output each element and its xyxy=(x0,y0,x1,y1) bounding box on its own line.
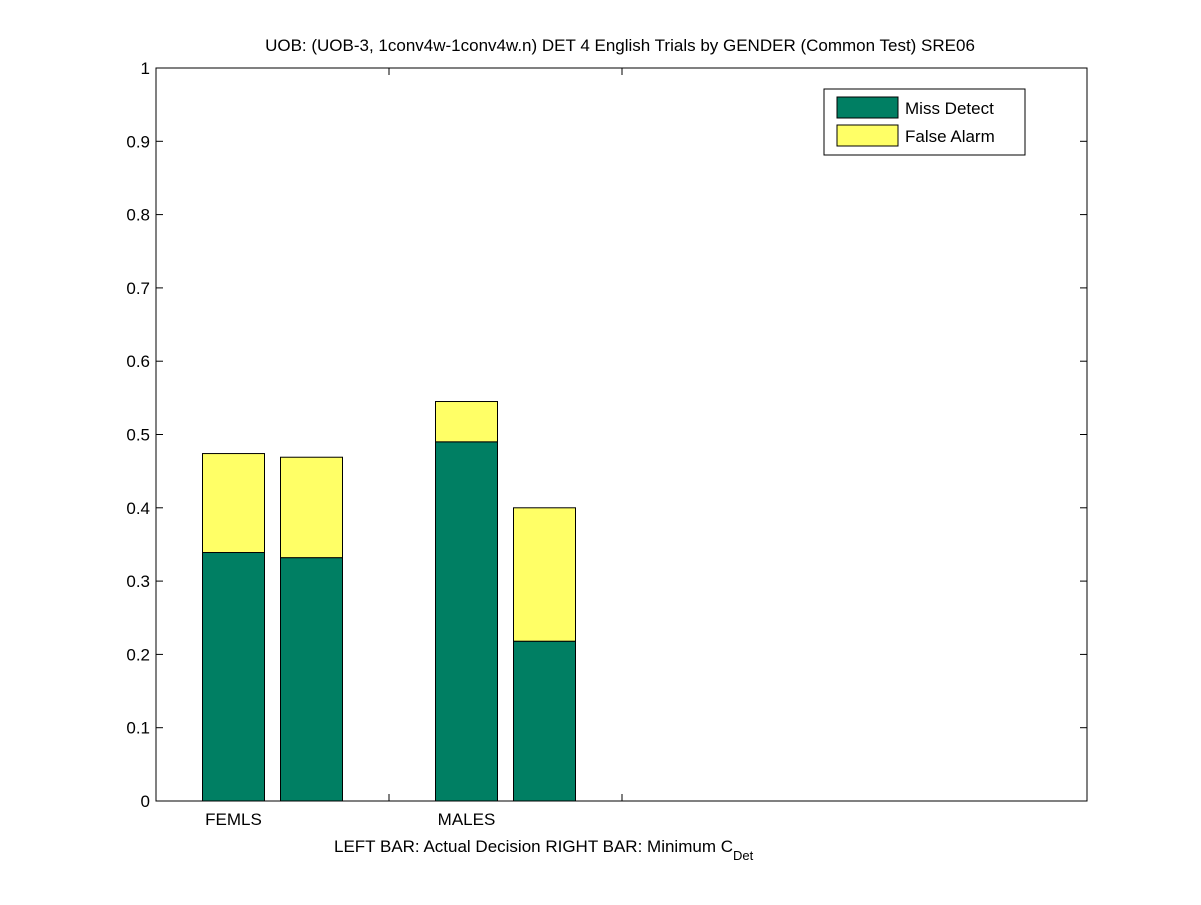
chart-title: UOB: (UOB-3, 1conv4w-1conv4w.n) DET 4 En… xyxy=(265,36,975,55)
false-alarm-bar xyxy=(435,401,498,443)
legend-label-false-alarm: False Alarm xyxy=(905,127,995,146)
y-tick-label: 0.3 xyxy=(126,572,150,591)
y-tick-label: 0.9 xyxy=(126,132,150,151)
x-axis-label: LEFT BAR: Actual Decision RIGHT BAR: Min… xyxy=(334,837,754,863)
miss-detect-bar xyxy=(435,441,498,802)
y-tick-label: 1 xyxy=(141,59,150,78)
y-tick-label: 0.6 xyxy=(126,352,150,371)
y-tick-label: 0.7 xyxy=(126,279,150,298)
y-tick-label: 0.8 xyxy=(126,206,150,225)
x-tick-label: FEMLS xyxy=(205,810,262,829)
legend-swatch-false-alarm xyxy=(836,124,899,147)
legend-label-miss-detect: Miss Detect xyxy=(905,99,994,118)
y-tick-label: 0 xyxy=(141,792,150,811)
miss-detect-bar xyxy=(280,557,343,802)
y-axis: 0 0.1 0.2 0.3 0.4 0.5 0.6 0.7 0.8 0.9 1 xyxy=(126,59,1087,811)
false-alarm-bar xyxy=(202,453,265,554)
false-alarm-bar xyxy=(280,456,343,559)
legend-swatch-miss-detect xyxy=(836,96,899,119)
x-axis: FEMLS MALES xyxy=(205,68,623,829)
miss-detect-bar xyxy=(202,552,265,802)
x-axis-label-main: LEFT BAR: Actual Decision RIGHT BAR: Min… xyxy=(334,837,733,856)
y-tick-label: 0.5 xyxy=(126,426,150,445)
y-tick-label: 0.2 xyxy=(126,645,150,664)
x-tick-label: MALES xyxy=(438,810,496,829)
bars xyxy=(202,401,576,802)
x-axis-label-subscript: Det xyxy=(733,848,754,863)
y-tick-label: 0.1 xyxy=(126,719,150,738)
y-tick-label: 0.4 xyxy=(126,499,150,518)
miss-detect-bar xyxy=(513,640,576,802)
false-alarm-bar xyxy=(513,507,576,642)
legend: Miss Detect False Alarm xyxy=(823,88,1026,156)
